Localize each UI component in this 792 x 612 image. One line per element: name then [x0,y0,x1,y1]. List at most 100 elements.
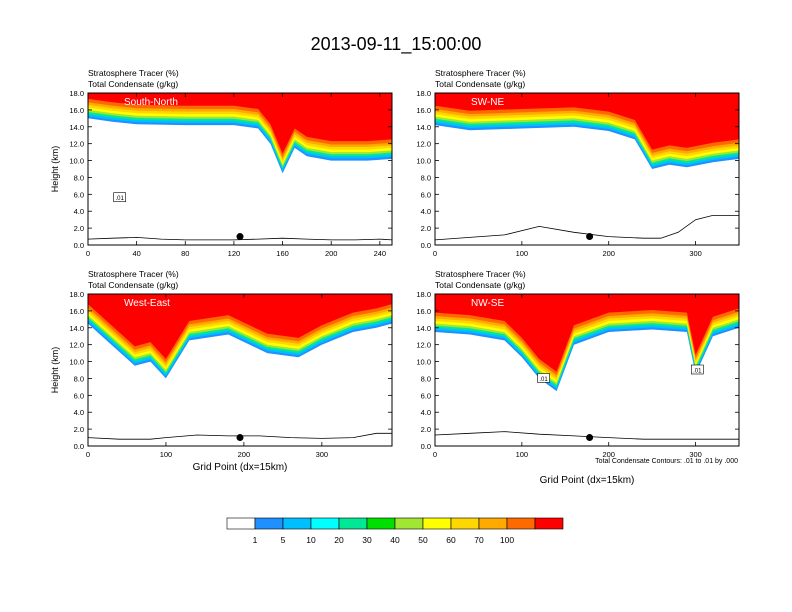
y-tick-label: 14.0 [69,324,84,333]
y-tick-label: 14.0 [416,324,431,333]
plot-frame [434,293,740,447]
y-tick-label: 6.0 [421,190,431,199]
y-tick-label: 18.0 [69,89,84,98]
contour-label: .01 [113,192,126,202]
x-tick-label: 100 [516,450,529,459]
tracer-field [435,93,739,241]
y-axis-label: Height (km) [50,347,60,394]
y-tick-label: 4.0 [421,207,431,216]
y-tick-label: 18.0 [69,290,84,299]
chart-panel-3: Stratosphere Tracer (%)Total Condensate … [50,269,393,473]
colorbar-label: 1 [253,535,258,545]
panel-label: NW-SE [471,298,504,309]
y-tick-label: 10.0 [416,157,431,166]
x-tick-label: 120 [228,249,241,258]
x-tick-label: 200 [325,249,338,258]
x-tick-label: 0 [433,450,437,459]
panel-subtitle-tracer: Stratosphere Tracer (%) [88,68,179,78]
tracer-band-9 [435,93,739,150]
terrain-line [88,236,392,241]
panel-subtitle-condensate: Total Condensate (g/kg) [435,79,525,89]
x-tick-label: 100 [160,450,173,459]
colorbar-label: 70 [474,535,484,545]
colorbar-swatch [226,517,256,530]
colorbar-swatch [338,517,368,530]
colorbar-swatch [310,517,340,530]
x-tick-label: 200 [238,450,251,459]
y-tick-label: 0.0 [421,241,431,250]
colorbar-label: 30 [362,535,372,545]
tracer-band-9 [88,93,392,154]
y-tick-label: 14.0 [69,123,84,132]
x-tick-label: 0 [86,450,90,459]
panel-label: SW-NE [471,97,504,108]
x-axis-label: Grid Point (dx=15km) [540,475,635,486]
plot-frame [87,293,393,447]
y-tick-label: 8.0 [74,374,84,383]
contour-label: .01 [537,373,550,383]
tracer-band-9 [435,294,739,372]
contour-footnote: Total Condensate Contours: .01 to .01 by… [595,458,738,465]
y-tick-label: 12.0 [69,140,84,149]
figure-title: 2013-09-11_15:00:00 [311,34,482,55]
chart-panel-2: Stratosphere Tracer (%)Total Condensate … [416,68,740,258]
location-marker [586,233,594,241]
location-marker [236,434,244,442]
colorbar-label: 10 [306,535,316,545]
y-tick-label: 8.0 [74,173,84,182]
panel-subtitle-tracer: Stratosphere Tracer (%) [435,68,526,78]
contour-label-2: .01 [691,364,704,375]
plot-frame [434,92,740,246]
x-tick-label: 40 [132,249,140,258]
svg-text:.01: .01 [539,377,548,383]
x-tick-label: 240 [374,249,387,258]
chart-panel-1: Stratosphere Tracer (%)Total Condensate … [50,68,393,258]
x-tick-label: 80 [181,249,189,258]
location-marker [586,434,594,442]
svg-text:.01: .01 [115,196,124,202]
tracer-field [435,294,739,442]
y-tick-label: 16.0 [416,106,431,115]
colorbar-swatch [450,517,480,530]
y-tick-label: 6.0 [74,391,84,400]
terrain-line [435,215,739,241]
tracer-field [88,294,392,442]
y-tick-label: 8.0 [421,374,431,383]
panel-subtitle-condensate: Total Condensate (g/kg) [435,280,525,290]
y-tick-label: 2.0 [74,425,84,434]
x-tick-label: 300 [316,450,329,459]
colorbar-swatch [282,517,312,530]
y-tick-label: 14.0 [416,123,431,132]
y-tick-label: 4.0 [74,207,84,216]
panel-subtitle-condensate: Total Condensate (g/kg) [88,280,178,290]
y-tick-label: 8.0 [421,173,431,182]
colorbar-label: 5 [281,535,286,545]
colorbar-label: 60 [446,535,456,545]
colorbar-swatch [366,517,396,530]
y-tick-label: 12.0 [416,341,431,350]
y-tick-label: 12.0 [69,341,84,350]
colorbar-swatch [506,517,536,530]
chart-panel-4: Stratosphere Tracer (%)Total Condensate … [416,269,740,486]
y-tick-label: 16.0 [416,307,431,316]
colorbar: 1 5 10 20 30 40 50 60 70 100 [226,517,564,545]
y-axis-label: Height (km) [50,146,60,193]
y-tick-label: 6.0 [421,391,431,400]
y-tick-label: 16.0 [69,106,84,115]
x-tick-label: 160 [276,249,289,258]
y-tick-label: 12.0 [416,140,431,149]
y-tick-label: 2.0 [421,425,431,434]
x-tick-label: 100 [516,249,529,258]
panel-label: West-East [124,298,170,309]
y-tick-label: 4.0 [74,408,84,417]
colorbar-swatch [254,517,284,530]
location-marker [236,233,244,241]
y-tick-label: 0.0 [421,442,431,451]
panel-subtitle-tracer: Stratosphere Tracer (%) [88,269,179,279]
y-tick-label: 18.0 [416,290,431,299]
colorbar-swatch [478,517,508,530]
colorbar-label: 40 [390,535,400,545]
x-tick-label: 200 [602,249,615,258]
y-tick-label: 2.0 [74,224,84,233]
